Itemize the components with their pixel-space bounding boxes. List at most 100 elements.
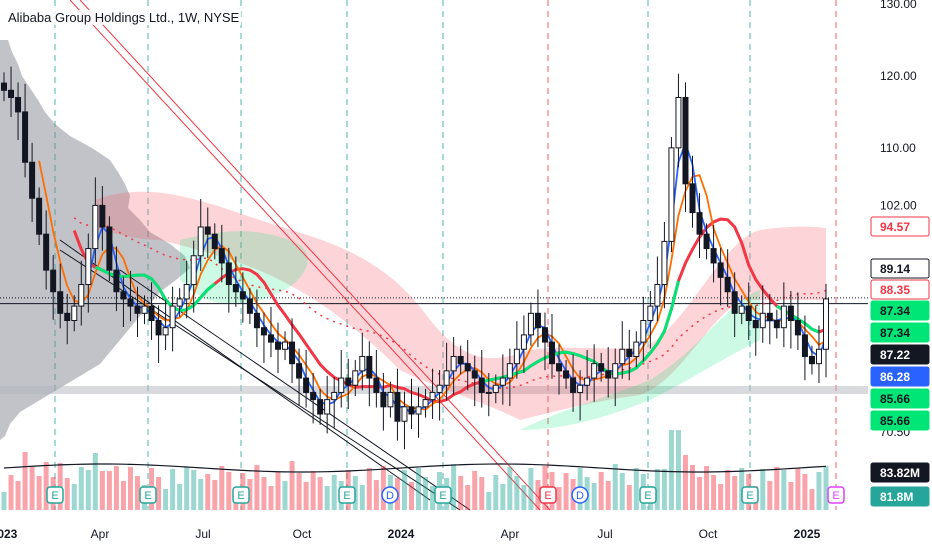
time-axis[interactable]: 2023 Apr Jul Oct 2024 Apr Jul Oct 2025 xyxy=(0,527,821,541)
candle-body xyxy=(612,363,619,379)
event-label: E xyxy=(343,490,350,502)
earnings-marker xyxy=(232,486,250,504)
candle-body xyxy=(823,298,829,350)
candle-body xyxy=(675,97,682,149)
candle-body xyxy=(155,320,162,336)
candle-body xyxy=(324,399,331,415)
event-label: E xyxy=(237,490,244,502)
candle-body xyxy=(471,370,478,379)
event-label: D xyxy=(386,490,394,502)
volume-bar xyxy=(408,482,414,510)
candle-body xyxy=(239,291,246,300)
candle-body xyxy=(682,97,689,185)
candle-body xyxy=(8,89,15,99)
candle-body xyxy=(745,305,752,322)
candle-body xyxy=(605,370,612,379)
earnings-marker xyxy=(539,486,557,504)
volume-bar xyxy=(43,462,49,510)
candle-body xyxy=(338,377,345,393)
volume-bar xyxy=(212,480,218,510)
volume-bar xyxy=(598,472,604,510)
time-tick-label: 2024 xyxy=(388,527,415,541)
candle-body xyxy=(15,97,22,113)
volume-bar xyxy=(359,485,365,510)
volume-bar xyxy=(219,466,225,510)
value-area-band xyxy=(0,386,868,394)
price-badge-value: 85.66 xyxy=(880,392,910,406)
event-label: E xyxy=(832,490,839,502)
time-tick-label: Oct xyxy=(293,527,312,541)
dividend-marker xyxy=(381,486,399,504)
earnings-marker xyxy=(827,486,845,504)
candle-body xyxy=(436,384,443,393)
candle-body xyxy=(253,312,260,329)
volume-bar xyxy=(254,465,260,510)
volume-bar xyxy=(261,477,267,510)
price-badge-value: 88.35 xyxy=(880,283,910,297)
volume-bar xyxy=(373,480,379,510)
price-badge xyxy=(870,366,930,387)
candle-body xyxy=(183,284,190,300)
volume-bar xyxy=(458,476,464,510)
candle-body xyxy=(492,384,499,393)
trend-line xyxy=(79,0,551,511)
candle-body xyxy=(394,391,401,422)
candle-body xyxy=(78,284,85,307)
volume-bar xyxy=(823,466,829,510)
volume-bar xyxy=(556,487,562,510)
candle-body xyxy=(766,312,773,322)
volume-bar xyxy=(682,455,688,510)
candle-body xyxy=(225,262,232,286)
candle-body xyxy=(36,197,43,235)
candle-body xyxy=(43,233,50,271)
volume-bar xyxy=(296,473,302,510)
candle-body xyxy=(717,262,724,278)
volume-bar xyxy=(275,472,281,510)
candle-body xyxy=(50,269,57,293)
ma-bull-segment xyxy=(481,280,680,384)
candle-body xyxy=(113,269,120,293)
volume-bar xyxy=(479,477,485,510)
price-badge xyxy=(870,462,930,483)
volume-bar xyxy=(563,473,569,510)
price-tick-label: 120.00 xyxy=(880,69,917,83)
candle-body xyxy=(289,341,296,365)
volume-bar xyxy=(282,481,288,510)
candle-body xyxy=(654,284,661,307)
candle-body xyxy=(710,248,717,264)
volume-bar xyxy=(71,484,77,510)
volume-bar xyxy=(654,469,660,510)
volume-bar xyxy=(156,477,162,510)
month-separators xyxy=(54,0,837,510)
price-tick-label: 102.00 xyxy=(880,198,917,212)
trend-line xyxy=(69,0,541,511)
candle-body xyxy=(731,291,738,314)
volume-bar xyxy=(177,484,183,510)
volume-bar xyxy=(809,489,815,510)
volume-bar xyxy=(430,486,436,510)
candle-body xyxy=(556,363,563,372)
candle-body xyxy=(773,320,780,329)
candle-body xyxy=(689,183,696,214)
candle-body xyxy=(176,298,183,307)
price-tick-label: 110.00 xyxy=(880,141,916,155)
event-label: E xyxy=(439,490,446,502)
event-label: E xyxy=(644,490,651,502)
event-label: E xyxy=(746,490,753,502)
candle-body xyxy=(141,305,148,314)
candle-body xyxy=(57,291,64,314)
candle-body xyxy=(169,305,176,329)
candle-body xyxy=(668,147,675,242)
price-badge-value: 83.82M xyxy=(880,466,920,480)
candle-body xyxy=(267,334,274,343)
volume-bar xyxy=(661,469,667,510)
candle-body xyxy=(22,111,29,163)
ma-blue-line xyxy=(87,140,827,416)
price-badge-value: 86.28 xyxy=(880,370,910,384)
earnings-marker xyxy=(741,486,759,504)
volume-bar xyxy=(205,474,211,510)
price-badge xyxy=(870,388,930,409)
time-tick-label: 2025 xyxy=(794,527,821,541)
